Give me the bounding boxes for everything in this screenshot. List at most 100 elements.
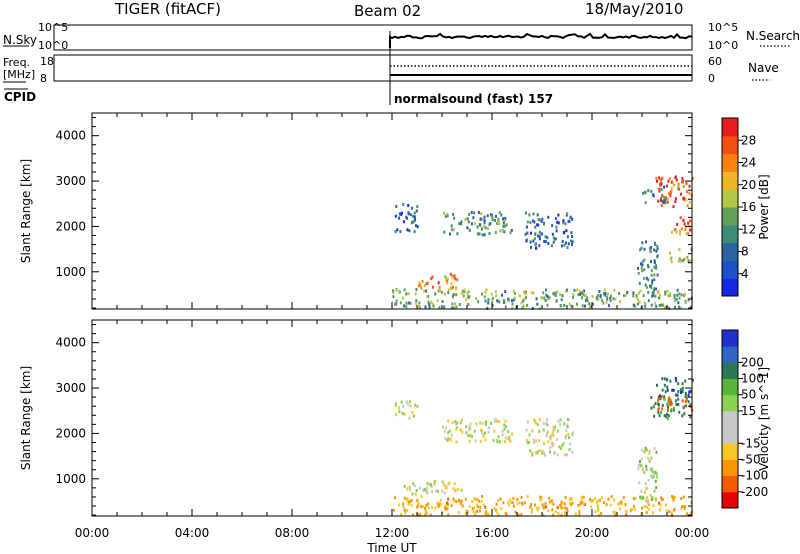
- data-cell: [494, 290, 497, 294]
- data-cell: [658, 296, 661, 300]
- velocity-colorbar-ticks: -200 -100 -50 -15 15 50 100 200: [738, 355, 768, 499]
- data-cell: [462, 289, 464, 293]
- data-cell: [559, 503, 562, 507]
- velocity-colorbar-swatch: [722, 491, 738, 509]
- data-cell: [544, 502, 547, 506]
- data-cell: [469, 422, 472, 426]
- data-cell: [442, 425, 444, 429]
- data-cell: [475, 422, 478, 426]
- data-cell: [556, 438, 559, 441]
- data-cell: [556, 299, 558, 303]
- data-cell: [409, 488, 411, 492]
- data-cell: [484, 421, 487, 425]
- data-cell: [495, 508, 497, 512]
- data-cell: [571, 501, 574, 505]
- data-cell: [564, 513, 567, 517]
- data-cell: [483, 215, 486, 219]
- data-cell: [655, 450, 658, 454]
- data-cell: [652, 475, 655, 479]
- data-cell: [564, 506, 567, 510]
- data-cell: [650, 260, 652, 263]
- data-cell: [664, 290, 667, 294]
- data-cell: [637, 291, 640, 295]
- freq-tick-bottom: 8: [40, 72, 47, 85]
- data-cell: [498, 420, 501, 424]
- data-cell: [653, 273, 656, 277]
- data-cell: [676, 293, 679, 297]
- data-cell: [452, 212, 455, 216]
- data-cell: [401, 411, 404, 415]
- data-cell: [439, 502, 442, 506]
- data-cell: [468, 439, 471, 443]
- data-cell: [512, 504, 515, 508]
- data-cell: [532, 219, 534, 223]
- data-cell: [531, 508, 533, 512]
- data-cell: [565, 434, 567, 438]
- data-cell: [449, 429, 452, 433]
- data-cell: [569, 442, 572, 446]
- data-cell: [640, 448, 643, 452]
- data-cell: [481, 233, 484, 237]
- data-cell: [671, 495, 673, 498]
- data-cell: [660, 395, 663, 399]
- data-cell: [402, 202, 405, 206]
- data-cell: [411, 410, 414, 414]
- data-cell: [496, 440, 499, 444]
- data-cell: [656, 246, 659, 250]
- data-cell: [647, 299, 650, 303]
- data-cell: [539, 498, 542, 502]
- data-cell: [663, 414, 666, 417]
- data-cell: [542, 422, 545, 426]
- data-cell: [564, 222, 567, 226]
- data-cell: [644, 482, 647, 486]
- data-cell: [647, 457, 650, 460]
- data-cell: [549, 500, 552, 504]
- x-tick-label: 00:00: [675, 526, 710, 540]
- data-cell: [686, 204, 689, 208]
- data-cell: [504, 224, 507, 228]
- data-cell: [581, 498, 584, 502]
- data-cell: [683, 222, 686, 226]
- data-cell: [641, 506, 644, 510]
- data-cell: [645, 505, 648, 509]
- data-cell: [556, 453, 559, 457]
- data-cell: [529, 449, 532, 453]
- data-cell: [672, 498, 675, 502]
- cpid-text: normalsound (fast) 157: [394, 92, 553, 106]
- data-cell: [662, 200, 665, 204]
- data-cell: [423, 284, 426, 288]
- data-cell: [498, 211, 501, 215]
- data-cell: [633, 506, 636, 510]
- data-cell: [483, 225, 486, 228]
- data-cell: [660, 496, 663, 500]
- data-cell: [437, 504, 440, 508]
- data-cell: [430, 277, 433, 281]
- data-cell: [566, 507, 569, 511]
- data-cell: [501, 293, 503, 297]
- data-cell: [656, 179, 658, 183]
- data-cell: [648, 449, 651, 453]
- data-cell: [502, 217, 504, 221]
- data-cell: [394, 402, 397, 406]
- freq-label-line1: Freq.: [3, 56, 30, 69]
- velocity-colorbar-label: Velocity [m s^-1]: [757, 367, 771, 471]
- data-cell: [640, 489, 643, 493]
- data-cell: [528, 440, 531, 444]
- data-cell: [563, 303, 566, 307]
- data-cell: [537, 223, 540, 227]
- data-cell: [561, 239, 564, 243]
- data-cell: [607, 497, 610, 501]
- data-cell: [684, 227, 687, 231]
- data-cell: [399, 301, 402, 305]
- data-cell: [414, 403, 417, 407]
- data-cell: [466, 226, 469, 230]
- data-cell: [526, 439, 529, 442]
- data-cell: [654, 470, 657, 474]
- data-cell: [417, 501, 420, 505]
- data-cell: [525, 428, 528, 432]
- data-cell: [491, 304, 494, 308]
- data-cell: [482, 503, 485, 507]
- data-cell: [504, 305, 507, 309]
- data-cell: [518, 501, 521, 505]
- velocity-colorbar-tick-label: 100: [741, 372, 764, 386]
